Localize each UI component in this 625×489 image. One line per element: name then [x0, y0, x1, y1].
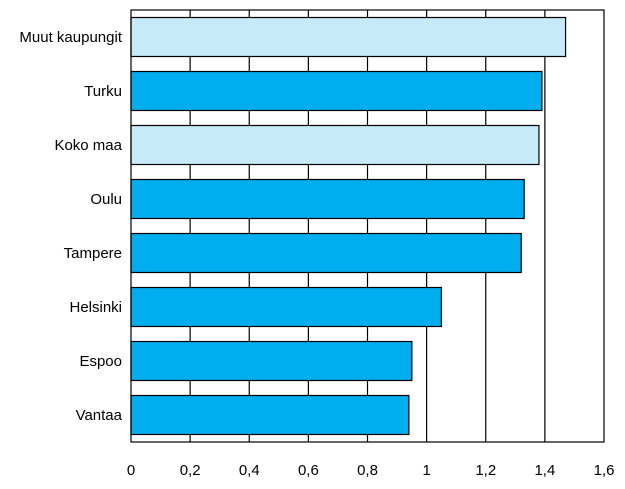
x-axis-tick-labels: 0 0,2 0,4 0,6 0,8 1 1,2 1,4 1,6 — [127, 462, 615, 479]
x-tick-label: 1,4 — [534, 462, 555, 479]
x-tick-label: 0,8 — [357, 462, 378, 479]
x-tick-label: 0,6 — [298, 462, 319, 479]
category-labels: Muut kaupungit Turku Koko maa Oulu Tampere He… — [19, 29, 122, 424]
category-label: Oulu — [90, 191, 122, 208]
category-label: Helsinki — [69, 299, 122, 316]
bar — [130, 286, 443, 328]
bar — [130, 340, 413, 382]
x-tick-label: 0 — [127, 462, 135, 479]
bar — [130, 70, 543, 112]
category-label: Muut kaupungit — [19, 29, 122, 46]
bar — [130, 124, 540, 166]
x-tick-label: 0,4 — [239, 462, 260, 479]
x-tick-label: 1,6 — [594, 462, 615, 479]
x-tick-label: 1 — [422, 462, 430, 479]
bar — [130, 394, 410, 436]
bars — [130, 16, 567, 436]
x-tick-label: 0,2 — [180, 462, 201, 479]
category-label: Vantaa — [76, 407, 123, 424]
category-label: Tampere — [64, 245, 122, 262]
category-label: Koko maa — [54, 137, 122, 154]
x-tick-label: 1,2 — [475, 462, 496, 479]
category-label: Espoo — [79, 353, 122, 370]
bar — [130, 178, 525, 220]
bar — [130, 232, 522, 274]
category-label: Turku — [84, 83, 122, 100]
bar — [130, 16, 567, 58]
plot-area-frame — [130, 9, 605, 443]
